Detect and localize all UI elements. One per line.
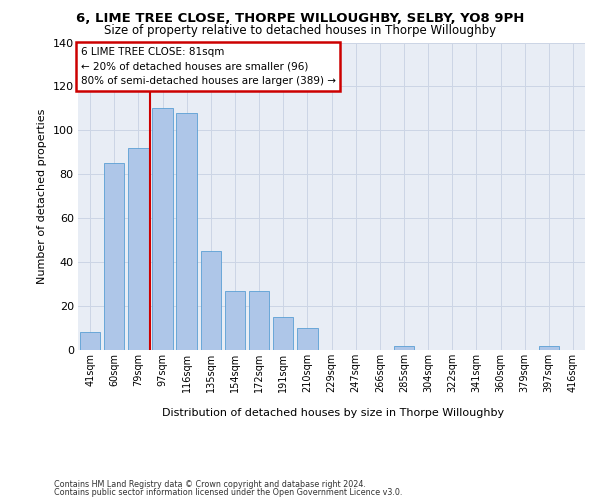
Text: 6 LIME TREE CLOSE: 81sqm
← 20% of detached houses are smaller (96)
80% of semi-d: 6 LIME TREE CLOSE: 81sqm ← 20% of detach… [80, 47, 335, 86]
Text: Contains public sector information licensed under the Open Government Licence v3: Contains public sector information licen… [54, 488, 403, 497]
Bar [176, 113, 197, 350]
Bar [224, 290, 245, 350]
Text: 6, LIME TREE CLOSE, THORPE WILLOUGHBY, SELBY, YO8 9PH: 6, LIME TREE CLOSE, THORPE WILLOUGHBY, S… [76, 12, 524, 26]
Bar [273, 317, 293, 350]
Text: Distribution of detached houses by size in Thorpe Willoughby: Distribution of detached houses by size … [162, 408, 504, 418]
Text: Contains HM Land Registry data © Crown copyright and database right 2024.: Contains HM Land Registry data © Crown c… [54, 480, 366, 489]
Bar [80, 332, 100, 350]
Bar [539, 346, 559, 350]
Bar [152, 108, 173, 350]
Bar [128, 148, 149, 350]
Bar [200, 251, 221, 350]
Bar [104, 164, 124, 350]
Bar [394, 346, 414, 350]
Bar [249, 290, 269, 350]
Bar [297, 328, 317, 350]
Text: Size of property relative to detached houses in Thorpe Willoughby: Size of property relative to detached ho… [104, 24, 496, 37]
Y-axis label: Number of detached properties: Number of detached properties [37, 108, 47, 284]
